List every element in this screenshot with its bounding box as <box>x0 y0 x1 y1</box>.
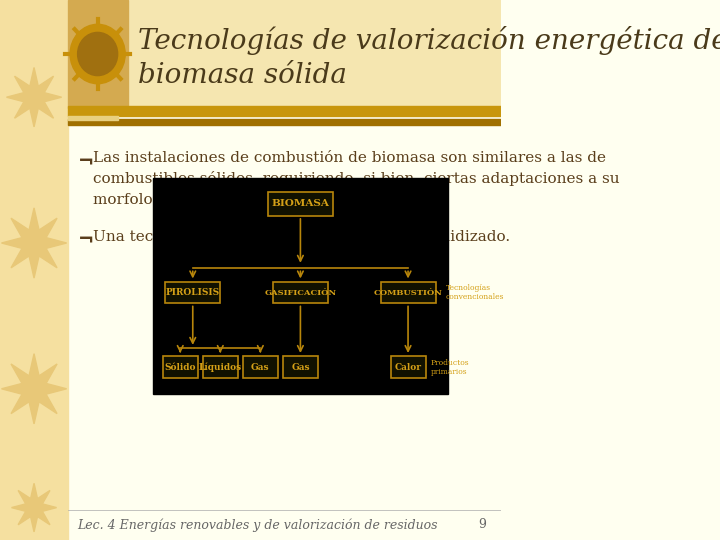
Polygon shape <box>6 68 62 127</box>
Bar <box>268 192 333 216</box>
Text: Líquidos: Líquidos <box>199 362 242 372</box>
Text: Sólido: Sólido <box>164 363 196 372</box>
Bar <box>68 0 127 108</box>
Text: Gas: Gas <box>251 363 269 372</box>
Text: Tecnologías
convencionales: Tecnologías convencionales <box>446 284 504 301</box>
Polygon shape <box>1 208 66 278</box>
Polygon shape <box>1 354 66 424</box>
Circle shape <box>78 32 117 76</box>
Bar <box>153 178 448 394</box>
Bar <box>165 282 220 303</box>
Text: 9: 9 <box>478 518 486 531</box>
Bar <box>203 356 238 378</box>
Text: Lec. 4 Energías renovables y de valorización de residuos: Lec. 4 Energías renovables y de valoriza… <box>78 518 438 531</box>
Bar <box>68 0 500 108</box>
Bar <box>68 116 117 120</box>
Circle shape <box>70 24 125 84</box>
Text: ¬: ¬ <box>78 151 94 170</box>
Bar <box>390 356 426 378</box>
Text: COMBUSTIÓN: COMBUSTIÓN <box>374 289 443 296</box>
Bar <box>273 282 328 303</box>
Text: Gas: Gas <box>291 363 310 372</box>
Text: Las instalaciones de combustión de biomasa son similares a las de
combustibles s: Las instalaciones de combustión de bioma… <box>93 151 619 207</box>
Text: Una tecnología prometedora es la de lecho fluidizado.: Una tecnología prometedora es la de lech… <box>93 230 510 245</box>
Text: ¬: ¬ <box>78 230 94 248</box>
Text: GASIFICACIÓN: GASIFICACIÓN <box>264 289 336 296</box>
Bar <box>283 356 318 378</box>
Bar <box>380 282 436 303</box>
Text: Calor: Calor <box>395 363 421 372</box>
Bar <box>243 356 278 378</box>
Bar <box>68 106 500 116</box>
Text: biomasa sólida: biomasa sólida <box>138 62 346 89</box>
Bar <box>0 0 68 540</box>
Text: Productos
primarios: Productos primarios <box>431 359 469 376</box>
Text: Tecnologías de valorización energética de la: Tecnologías de valorización energética d… <box>138 26 720 55</box>
Polygon shape <box>12 483 57 532</box>
Text: PIROLISIS: PIROLISIS <box>166 288 220 297</box>
Bar <box>163 356 198 378</box>
Bar <box>68 119 500 125</box>
Text: BIOMASA: BIOMASA <box>271 199 329 208</box>
